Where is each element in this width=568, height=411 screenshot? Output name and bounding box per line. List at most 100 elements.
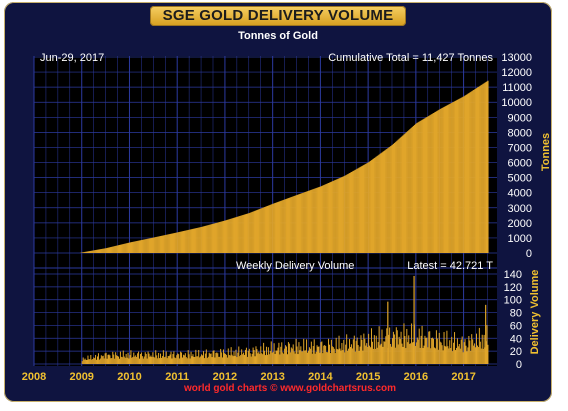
cumulative-bar [137, 240, 139, 253]
cumulative-bar [415, 123, 417, 253]
weekly-bar [244, 349, 246, 364]
cumulative-bar [185, 230, 187, 253]
cumulative-bar [278, 201, 280, 253]
weekly-bar [423, 345, 425, 364]
cumulative-bar [151, 237, 153, 253]
weekly-bar [391, 338, 393, 364]
weekly-bar [125, 353, 127, 364]
cumulative-bar [301, 193, 303, 253]
weekly-bar [313, 339, 315, 364]
weekly-bar [415, 342, 417, 364]
weekly-bar [224, 353, 226, 364]
weekly-bar [416, 337, 418, 364]
weekly-bar [294, 353, 296, 364]
weekly-bar [212, 350, 214, 364]
weekly-bar [118, 358, 120, 364]
cumulative-bar [410, 128, 412, 253]
cumulative-bar [101, 248, 103, 253]
cumulative-bar [149, 238, 151, 253]
cumulative-bar [112, 246, 114, 253]
weekly-bar [286, 354, 288, 364]
cumulative-bar [85, 251, 87, 253]
weekly-bar [156, 355, 158, 364]
cumulative-bar [231, 218, 233, 253]
x-tick-label: 2010 [117, 371, 141, 383]
weekly-bar [395, 327, 397, 364]
cumulative-bar [355, 169, 357, 253]
weekly-bar [90, 355, 92, 364]
weekly-bar-peak [413, 275, 415, 364]
weekly-bar-peak [387, 301, 389, 364]
weekly-bar [468, 336, 470, 364]
weekly-bar [119, 351, 121, 364]
weekly-bar [116, 355, 118, 364]
weekly-bar [476, 345, 478, 364]
cumulative-bar [283, 199, 285, 253]
weekly-bar [131, 357, 133, 364]
weekly-bar [330, 339, 332, 364]
cumulative-bar [320, 186, 322, 253]
weekly-bar [351, 348, 353, 364]
cumulative-bar [412, 126, 414, 253]
cumulative-bar [102, 248, 104, 253]
weekly-bar [173, 351, 175, 364]
weekly-bar [252, 347, 254, 364]
cumulative-bar [416, 122, 418, 254]
weekly-bar [248, 348, 250, 364]
cumulative-bar [237, 216, 239, 253]
cumulative-bar [255, 210, 257, 253]
cumulative-bar [370, 160, 373, 253]
weekly-bar [428, 331, 430, 364]
x-tick-label: 2016 [404, 371, 428, 383]
weekly-bar [169, 354, 171, 364]
cumulative-bar [452, 102, 454, 253]
cumulative-bar [86, 251, 88, 253]
cumulative-bar [316, 187, 318, 253]
cumulative-bar [280, 200, 282, 253]
cumulative-bar [390, 146, 392, 253]
weekly-bar [129, 355, 131, 364]
weekly-bar [343, 339, 345, 364]
cumulative-bar [285, 199, 287, 253]
weekly-bar [233, 351, 235, 364]
weekly-bar [145, 354, 147, 364]
y-tick-label: 12000 [501, 67, 532, 79]
cumulative-bar [341, 177, 343, 253]
cumulative-bar [334, 180, 336, 253]
weekly-bar [451, 336, 453, 364]
weekly-bar [339, 348, 341, 364]
cumulative-bar [428, 115, 430, 253]
cumulative-bar [200, 227, 202, 253]
cumulative-bar [143, 239, 145, 253]
cumulative-bar [429, 115, 431, 253]
cumulative-bar [357, 168, 359, 253]
weekly-bar [389, 327, 391, 364]
weekly-bar [349, 346, 351, 364]
weekly-bar [432, 337, 434, 364]
cumulative-bar [133, 241, 135, 253]
weekly-bar [271, 352, 273, 364]
cumulative-bar [252, 211, 254, 253]
weekly-bar [98, 359, 100, 364]
weekly-bar [435, 330, 437, 364]
weekly-bar [220, 348, 222, 364]
cumulative-bar [414, 124, 416, 253]
weekly-bar [412, 342, 414, 364]
weekly-bar [88, 359, 90, 364]
weekly-bar [283, 353, 285, 364]
weekly-bar [337, 349, 339, 364]
cumulative-bar [353, 170, 355, 253]
cumulative-bar [184, 230, 186, 253]
cumulative-bar [166, 234, 168, 253]
cumulative-bar [311, 189, 313, 253]
cumulative-bar [321, 185, 323, 253]
cumulative-bar [192, 228, 194, 253]
cumulative-bar [139, 240, 141, 253]
weekly-bar [263, 342, 265, 364]
cumulative-bar [372, 158, 374, 253]
weekly-bar [396, 330, 398, 364]
cumulative-bar [464, 95, 466, 253]
cumulative-bar [134, 241, 136, 253]
weekly-bar [445, 346, 447, 364]
cumulative-bar [169, 233, 171, 253]
